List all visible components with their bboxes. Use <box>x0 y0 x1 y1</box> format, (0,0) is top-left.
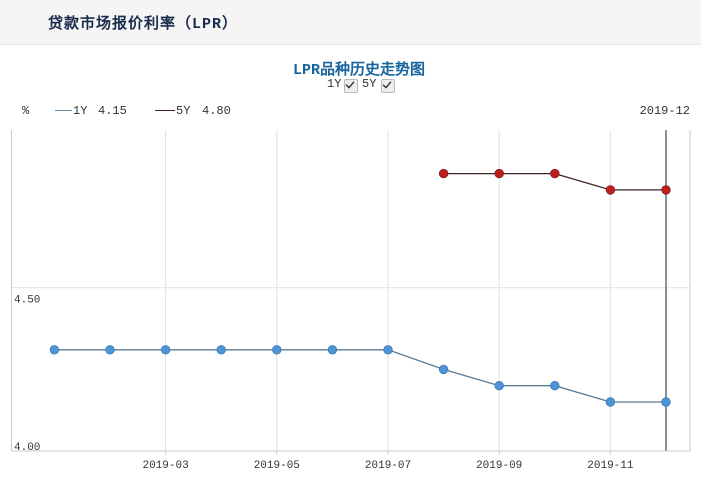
svg-text:2019-03: 2019-03 <box>142 460 188 470</box>
svg-text:2019-07: 2019-07 <box>365 460 411 470</box>
svg-text:2019-11: 2019-11 <box>587 460 634 470</box>
svg-text:2019-05: 2019-05 <box>254 460 300 470</box>
svg-text:4.00: 4.00 <box>14 442 40 454</box>
svg-text:4.50: 4.50 <box>14 294 40 306</box>
svg-text:2019-09: 2019-09 <box>476 460 522 470</box>
